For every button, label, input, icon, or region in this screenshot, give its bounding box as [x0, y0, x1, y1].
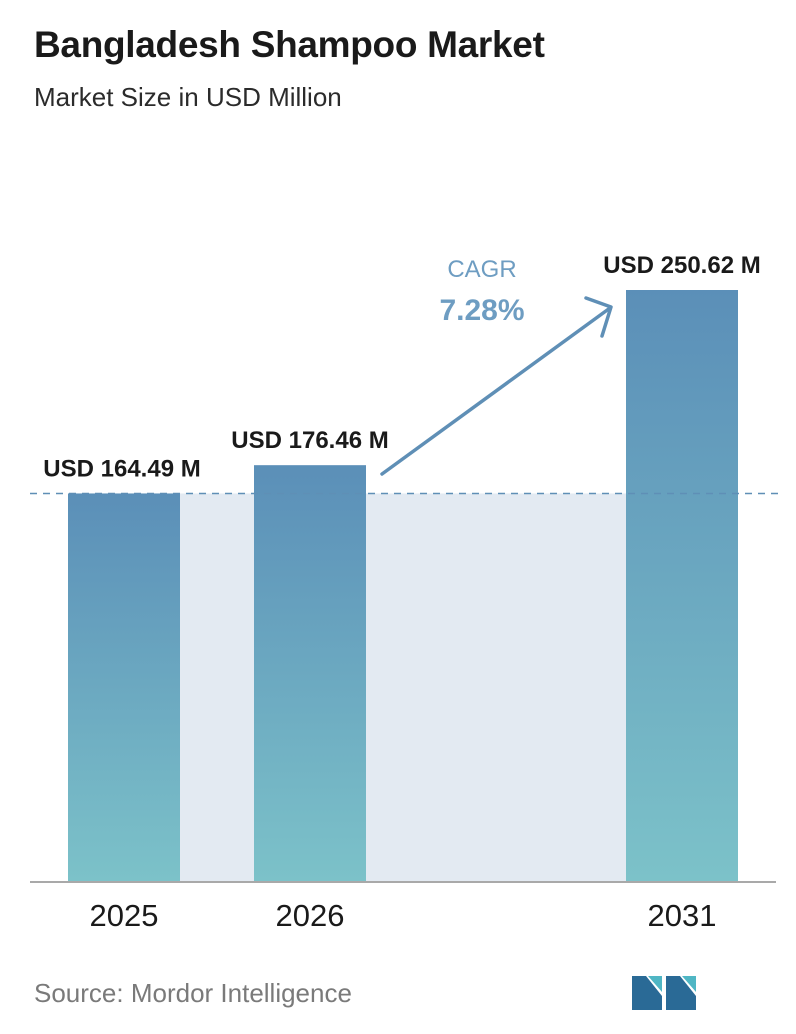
bar-2031: [626, 290, 738, 882]
band-2026-2031: [366, 493, 626, 882]
band-2025-2026: [180, 493, 254, 882]
value-label-2026: USD 176.46 M: [231, 427, 388, 454]
cagr-value: 7.28%: [439, 294, 524, 327]
mordor-intelligence-logo: [632, 976, 696, 1010]
x-tick-label-2031: 2031: [648, 898, 717, 933]
source-label: Source: Mordor Intelligence: [34, 978, 352, 1008]
x-tick-label-2025: 2025: [90, 898, 159, 933]
cagr-label: CAGR: [447, 256, 516, 283]
bar-2026: [254, 465, 366, 882]
x-tick-label-2026: 2026: [276, 898, 345, 933]
cagr-arrow: [380, 306, 612, 476]
cagr-arrowhead: [584, 296, 613, 338]
value-label-2025: USD 164.49 M: [43, 455, 200, 482]
bar-chart: USD 164.49 M 2025 USD 176.46 M 2026 USD 250.…: [30, 252, 780, 933]
bar-2025: [68, 493, 180, 882]
chart-subtitle: Market Size in USD Million: [34, 82, 342, 112]
value-label-2031: USD 250.62 M: [603, 252, 760, 279]
chart-title: Bangladesh Shampoo Market: [34, 24, 545, 65]
